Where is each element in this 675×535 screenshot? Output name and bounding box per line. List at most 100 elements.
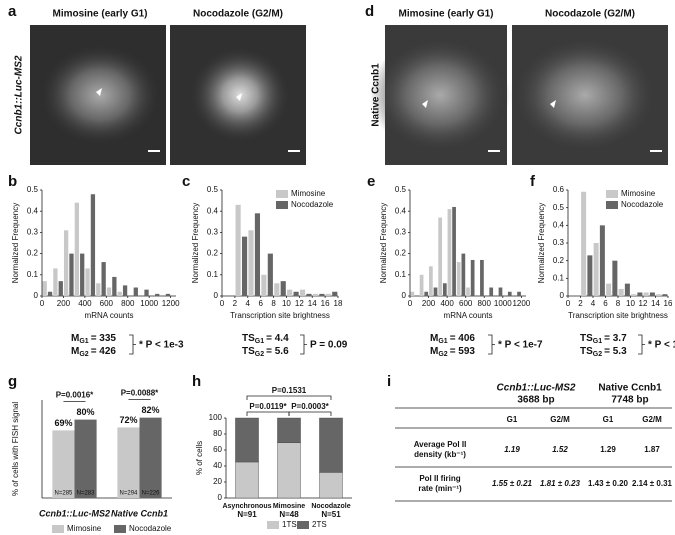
x-tick-label: 8: [271, 299, 276, 308]
y-tick-label: 20: [213, 477, 222, 486]
x-tick-label: 14: [308, 299, 317, 308]
panel-label: g: [8, 373, 17, 390]
stat-bracket: [129, 334, 136, 355]
value-label: 69%: [54, 418, 72, 428]
bar: [612, 260, 618, 296]
y-tick-label: 0.2: [395, 249, 407, 258]
y-tick-label: 40: [213, 461, 222, 470]
row-label: density (kb⁻¹): [414, 450, 466, 459]
bar: [117, 427, 140, 498]
legend-label: Nocodazole: [129, 524, 172, 533]
bar: [267, 253, 273, 296]
panel-label: h: [192, 373, 201, 390]
row-label: Pol II firing: [419, 474, 460, 483]
bar: [261, 274, 267, 296]
bar-segment: [277, 417, 301, 443]
y-tick-label: 0.3: [553, 238, 565, 247]
y-tick-label: 0.6: [553, 185, 565, 194]
x-tick-label: 10: [626, 299, 635, 308]
y-tick-label: 0.5: [27, 185, 39, 194]
x-tick-label: 800: [121, 299, 135, 308]
stat-symbol: M: [430, 333, 438, 344]
bar: [101, 262, 106, 296]
n-label: N=226: [142, 491, 161, 497]
bar: [274, 283, 280, 296]
bar-segment: [235, 461, 259, 499]
row-label: rate (min⁻¹): [418, 484, 462, 493]
x-axis-label: Transcription site brightness: [568, 311, 668, 320]
y-tick-label: 0.1: [553, 273, 565, 282]
scale-bars: [96, 88, 662, 152]
legend-swatch: [276, 190, 288, 198]
x-tick-label: 1000: [494, 299, 512, 308]
x-tick-label: 12: [639, 299, 648, 308]
panel-label: b: [8, 173, 17, 190]
legend-label: Mimosine: [67, 524, 102, 533]
stat-subscript: G1: [438, 338, 447, 345]
p-label: P=0.0119*: [249, 402, 287, 411]
stat-p: P = 0.09: [310, 340, 348, 351]
y-tick-label: 0.5: [553, 203, 565, 212]
stat-p: * P < 1e-5: [648, 340, 675, 351]
stat-line: MG1 = 335: [71, 333, 116, 345]
bar: [106, 287, 112, 296]
stat-value: = 426: [91, 346, 117, 357]
n-label: N=91: [237, 510, 257, 519]
table-cell: 1.43 ± 0.20: [588, 479, 629, 488]
stat-line: TSG1 = 3.7: [580, 333, 627, 345]
panel-label: e: [367, 173, 375, 190]
n-label: N=48: [279, 510, 299, 519]
x-tick-label: 18: [334, 299, 343, 308]
legend-label: 1TS: [282, 520, 297, 529]
x-tick-label: 1200: [162, 299, 180, 308]
image-title: Mimosine (early G1): [52, 9, 147, 20]
bar: [587, 255, 593, 296]
bar: [489, 287, 494, 296]
table-cell: 1.29: [600, 445, 616, 454]
bar: [624, 283, 630, 296]
y-tick-label: 0.2: [553, 256, 565, 265]
stat-line: TSG1 = 4.4: [242, 333, 289, 345]
x-tick-label: 600: [459, 299, 473, 308]
y-tick-label: 0.2: [207, 249, 219, 258]
stat-symbol: M: [71, 333, 79, 344]
x-tick-label: Nocodazole: [311, 503, 350, 510]
column-length: 3688 bp: [517, 395, 554, 406]
legend-label: Mimosine: [291, 189, 326, 198]
bar: [507, 291, 512, 296]
x-tick-label: 0: [566, 299, 571, 308]
bar: [287, 289, 293, 296]
n-label: N=285: [55, 491, 74, 497]
bar: [235, 204, 241, 296]
stat-line: MG2 = 426: [71, 346, 116, 358]
y-tick-label: 0.4: [395, 206, 407, 215]
x-tick-label: 1000: [140, 299, 158, 308]
bar: [74, 202, 79, 296]
y-tick-label: 100: [209, 413, 223, 422]
x-tick-label: 200: [57, 299, 71, 308]
table-cell: 1.52: [552, 445, 568, 454]
row-label: Ccnb1::Luc-MS2: [14, 55, 25, 134]
x-tick-label: 0: [220, 299, 225, 308]
bar-segment: [319, 472, 343, 499]
x-tick-label: 0: [40, 299, 45, 308]
y-tick-label: 60: [213, 445, 222, 454]
legend-label: Nocodazole: [291, 200, 334, 209]
bar: [112, 276, 117, 296]
stat-value: = 4.4: [266, 333, 289, 344]
legend-label: 2TS: [312, 520, 327, 529]
stat-line: MG2 = 593: [430, 346, 475, 358]
panel-label: i: [387, 373, 391, 390]
x-tick-label: 400: [78, 299, 92, 308]
panel-label: a: [8, 3, 17, 20]
legend-swatch: [297, 521, 309, 529]
legend-label: Nocodazole: [621, 200, 664, 209]
bar: [419, 274, 424, 296]
legend-swatch: [267, 521, 279, 529]
bar: [248, 230, 254, 296]
value-label: 72%: [119, 415, 137, 425]
stat-symbol: TS: [242, 333, 255, 344]
x-tick-label: 600: [100, 299, 114, 308]
stat-value: = 3.7: [604, 333, 627, 344]
bar: [424, 291, 429, 296]
